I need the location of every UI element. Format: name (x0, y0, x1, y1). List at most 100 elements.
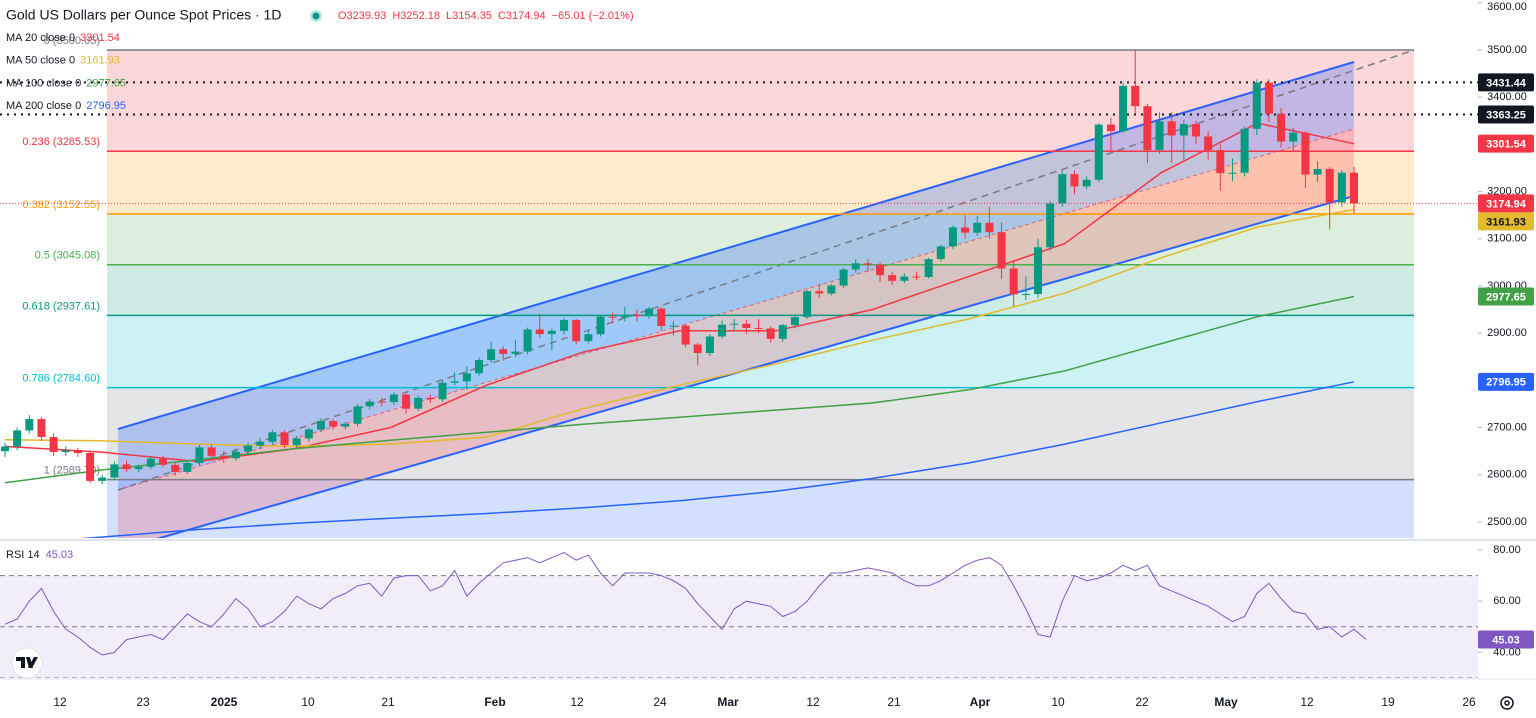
x-tick-label: 12 (1300, 695, 1314, 709)
candle-body (426, 397, 435, 400)
candle-body (1277, 113, 1286, 142)
candle-body (244, 445, 253, 452)
ma-legend-value: 2977.65 (86, 77, 126, 89)
candle-body (973, 222, 982, 233)
candle-body (268, 432, 277, 442)
channel-lower-fill (118, 129, 1354, 538)
candle-body (377, 401, 386, 403)
candle-body (1155, 121, 1164, 151)
price-tag-label: 3301.54 (1486, 139, 1527, 151)
candle-body (803, 291, 812, 318)
candle-body (1313, 168, 1322, 175)
candle-body (936, 246, 945, 260)
candle-body (146, 458, 155, 467)
candle-body (158, 458, 167, 465)
ma-legend-entry: MA 200 close 0 2796.95 (6, 100, 126, 112)
fib-zone (107, 387, 1414, 480)
candle-body (1131, 85, 1140, 107)
candle-body (462, 373, 471, 382)
candle-body (1179, 124, 1188, 136)
x-tick-label: 23 (136, 695, 150, 709)
candle-body (231, 451, 240, 459)
candle-body (1106, 124, 1115, 132)
y-tick-label: 3600.00 (1487, 1, 1527, 13)
price-tag (1478, 134, 1534, 153)
candle-body (49, 437, 58, 453)
settings-icon[interactable] (1500, 696, 1514, 710)
candle-body (110, 464, 119, 478)
rsi-y-tick-label: 80.00 (1493, 544, 1521, 556)
fib-label: 0.382 (3152.55) (22, 199, 100, 211)
tv-logo (11, 647, 43, 679)
fib-label: 0.786 (2784.60) (22, 373, 100, 385)
candle-body (523, 329, 532, 352)
candle-body (645, 308, 654, 317)
candle-body (632, 314, 641, 317)
candle-body (183, 462, 192, 472)
candle-body (1240, 128, 1249, 173)
candle-body (37, 419, 46, 438)
fib-label: 0.236 (3285.53) (22, 136, 100, 148)
candle-body (1192, 124, 1201, 137)
candle-body (815, 291, 824, 294)
candle-body (1204, 136, 1213, 151)
candle-body (1070, 174, 1079, 187)
candle-body (584, 334, 593, 342)
price-tag (1478, 287, 1534, 306)
channel-mid-line (117, 128, 1355, 491)
y-tick-label: 2700.00 (1487, 421, 1527, 433)
candle-body (1009, 268, 1018, 295)
fib-label: 1 (2589.70) (44, 465, 100, 477)
price-tag (1478, 194, 1534, 213)
candle-body (924, 259, 933, 278)
fib-zone (107, 315, 1414, 388)
candle-body (596, 316, 605, 335)
price-panel: 0 (3500.05) 0.236 (3285.53) 0.382 (3152.55… (0, 35, 1478, 538)
price-tag-label: 2796.95 (1486, 377, 1526, 389)
ohlc-values: O3239.93 H3252.18 L3154.35 C3174.94 −65.01 (… (338, 10, 634, 22)
y-tick-label: 3400.00 (1487, 91, 1527, 103)
candle-body (1252, 82, 1261, 129)
candle-body (61, 450, 70, 453)
fib-zone (107, 264, 1414, 316)
x-tick-label: 10 (1051, 695, 1065, 709)
ma-legend-value: 3161.93 (80, 55, 120, 67)
x-tick-label: 19 (1381, 695, 1395, 709)
ma-legend-value: 2796.95 (86, 100, 126, 112)
candle-body (948, 227, 957, 247)
open-value: O3239.93 (338, 10, 386, 22)
rsi-legend-value: 45.03 (46, 549, 74, 561)
ma-legend-name: MA 100 close 0 (6, 77, 81, 89)
ma-legend-entry: MA 20 close 0 3301.54 (6, 32, 120, 44)
candle-body (1082, 179, 1091, 187)
candle-body (13, 430, 22, 447)
rsi-legend: RSI 14 45.03 (6, 549, 73, 561)
candle-body (766, 328, 775, 339)
fib-label: 0.618 (2937.61) (22, 300, 100, 312)
low-value: L3154.35 (446, 10, 492, 22)
fib-zone (107, 213, 1414, 265)
candle-body (389, 394, 398, 403)
candle-body (450, 381, 459, 383)
fib-extension-zone (107, 479, 1414, 538)
change-value: −65.01 (−2.01%) (552, 10, 634, 22)
rsi-legend-name: RSI 14 (6, 549, 40, 561)
x-tick-label: 21 (887, 695, 901, 709)
x-tick-label: Mar (717, 695, 739, 709)
y-tick-label: 2900.00 (1487, 327, 1527, 339)
candle-body (997, 232, 1006, 269)
candle-body (985, 222, 994, 233)
candle-body (280, 432, 289, 446)
price-tag (1478, 73, 1534, 92)
candle-body (730, 323, 739, 325)
candle-body (669, 325, 678, 327)
candle-body (1325, 168, 1334, 203)
candle-body (778, 325, 787, 339)
price-tag-label: 3431.44 (1486, 77, 1527, 89)
candle-body (1216, 150, 1225, 174)
rsi-line (4, 551, 1367, 656)
candle-body (1046, 203, 1055, 248)
x-tick-label: 12 (806, 695, 820, 709)
candle-body (292, 438, 301, 446)
rsi-y-tick-label: 60.00 (1493, 595, 1521, 607)
